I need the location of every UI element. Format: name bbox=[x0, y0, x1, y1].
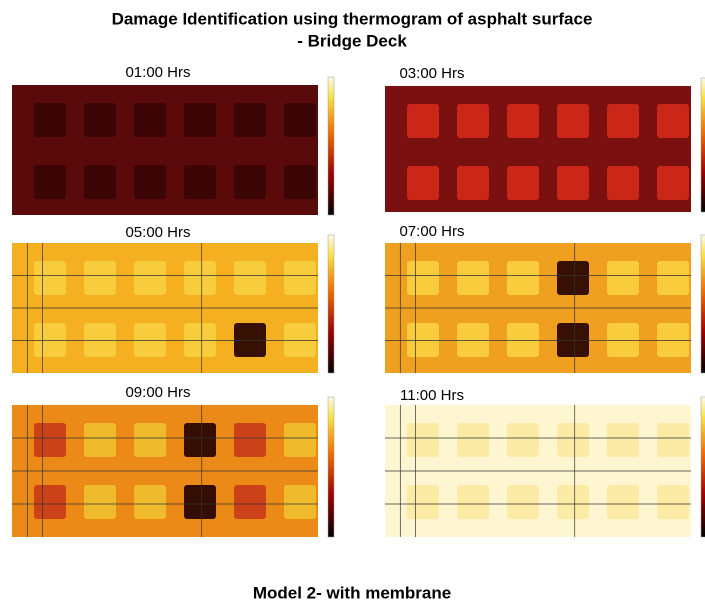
hot-spot bbox=[657, 485, 689, 519]
hot-spot bbox=[284, 165, 316, 199]
colorbar bbox=[701, 78, 705, 212]
hot-spot bbox=[84, 485, 116, 519]
hot-spot bbox=[184, 423, 216, 457]
hot-spot bbox=[607, 485, 639, 519]
hot-spot bbox=[134, 103, 166, 137]
hot-spot bbox=[457, 485, 489, 519]
hot-spot bbox=[34, 103, 66, 137]
subtitle: - Bridge Deck bbox=[297, 31, 407, 50]
hot-spot bbox=[284, 423, 316, 457]
hot-spot bbox=[557, 323, 589, 357]
hot-spot bbox=[184, 165, 216, 199]
colorbar bbox=[701, 397, 705, 537]
hot-spot bbox=[34, 323, 66, 357]
hot-spot bbox=[507, 261, 539, 295]
hot-spot bbox=[657, 104, 689, 138]
hot-spot bbox=[134, 165, 166, 199]
hot-spot bbox=[407, 423, 439, 457]
hot-spot bbox=[284, 485, 316, 519]
hot-spot bbox=[84, 261, 116, 295]
panel-label: 09:00 Hrs bbox=[125, 384, 190, 401]
hot-spot bbox=[407, 485, 439, 519]
hot-spot bbox=[657, 261, 689, 295]
hot-spot bbox=[657, 423, 689, 457]
title: Damage Identification using thermogram o… bbox=[112, 9, 593, 28]
hot-spot bbox=[607, 423, 639, 457]
hot-spot bbox=[34, 485, 66, 519]
hot-spot bbox=[557, 104, 589, 138]
hot-spot bbox=[234, 485, 266, 519]
hot-spot bbox=[607, 166, 639, 200]
panel-label: 07:00 Hrs bbox=[399, 223, 464, 240]
hot-spot bbox=[457, 261, 489, 295]
hot-spot bbox=[607, 261, 639, 295]
hot-spot bbox=[457, 423, 489, 457]
panel-label: 03:00 Hrs bbox=[399, 65, 464, 82]
hot-spot bbox=[407, 261, 439, 295]
hot-spot bbox=[407, 104, 439, 138]
hot-spot bbox=[134, 323, 166, 357]
hot-spot bbox=[557, 166, 589, 200]
hot-spot bbox=[234, 423, 266, 457]
hot-spot bbox=[607, 323, 639, 357]
hot-spot bbox=[457, 323, 489, 357]
hot-spot bbox=[507, 104, 539, 138]
hot-spot bbox=[657, 323, 689, 357]
hot-spot bbox=[607, 104, 639, 138]
hot-spot bbox=[557, 485, 589, 519]
hot-spot bbox=[457, 104, 489, 138]
hot-spot bbox=[407, 323, 439, 357]
hot-spot bbox=[234, 261, 266, 295]
hot-spot bbox=[184, 103, 216, 137]
hot-spot bbox=[284, 103, 316, 137]
hot-spot bbox=[84, 323, 116, 357]
colorbar bbox=[328, 77, 334, 215]
panel-label: 01:00 Hrs bbox=[125, 64, 190, 81]
hot-spot bbox=[184, 485, 216, 519]
footer: Model 2- with membrane bbox=[253, 583, 451, 602]
hot-spot bbox=[84, 103, 116, 137]
hot-spot bbox=[457, 166, 489, 200]
hot-spot bbox=[34, 165, 66, 199]
hot-spot bbox=[84, 165, 116, 199]
hot-spot bbox=[184, 261, 216, 295]
figure: Damage Identification using thermogram o… bbox=[0, 0, 705, 603]
colorbar bbox=[328, 235, 334, 373]
panel-label: 11:00 Hrs bbox=[400, 387, 464, 404]
hot-spot bbox=[657, 166, 689, 200]
colorbar bbox=[701, 235, 705, 373]
hot-spot bbox=[134, 261, 166, 295]
hot-spot bbox=[557, 261, 589, 295]
hot-spot bbox=[557, 423, 589, 457]
hot-spot bbox=[184, 323, 216, 357]
hot-spot bbox=[234, 103, 266, 137]
hot-spot bbox=[507, 166, 539, 200]
hot-spot bbox=[507, 485, 539, 519]
panel-label: 05:00 Hrs bbox=[125, 224, 190, 241]
hot-spot bbox=[234, 323, 266, 357]
hot-spot bbox=[84, 423, 116, 457]
hot-spot bbox=[34, 423, 66, 457]
hot-spot bbox=[234, 165, 266, 199]
hot-spot bbox=[134, 485, 166, 519]
hot-spot bbox=[407, 166, 439, 200]
colorbar bbox=[328, 397, 334, 537]
hot-spot bbox=[134, 423, 166, 457]
hot-spot bbox=[284, 323, 316, 357]
hot-spot bbox=[507, 423, 539, 457]
hot-spot bbox=[284, 261, 316, 295]
hot-spot bbox=[34, 261, 66, 295]
hot-spot bbox=[507, 323, 539, 357]
